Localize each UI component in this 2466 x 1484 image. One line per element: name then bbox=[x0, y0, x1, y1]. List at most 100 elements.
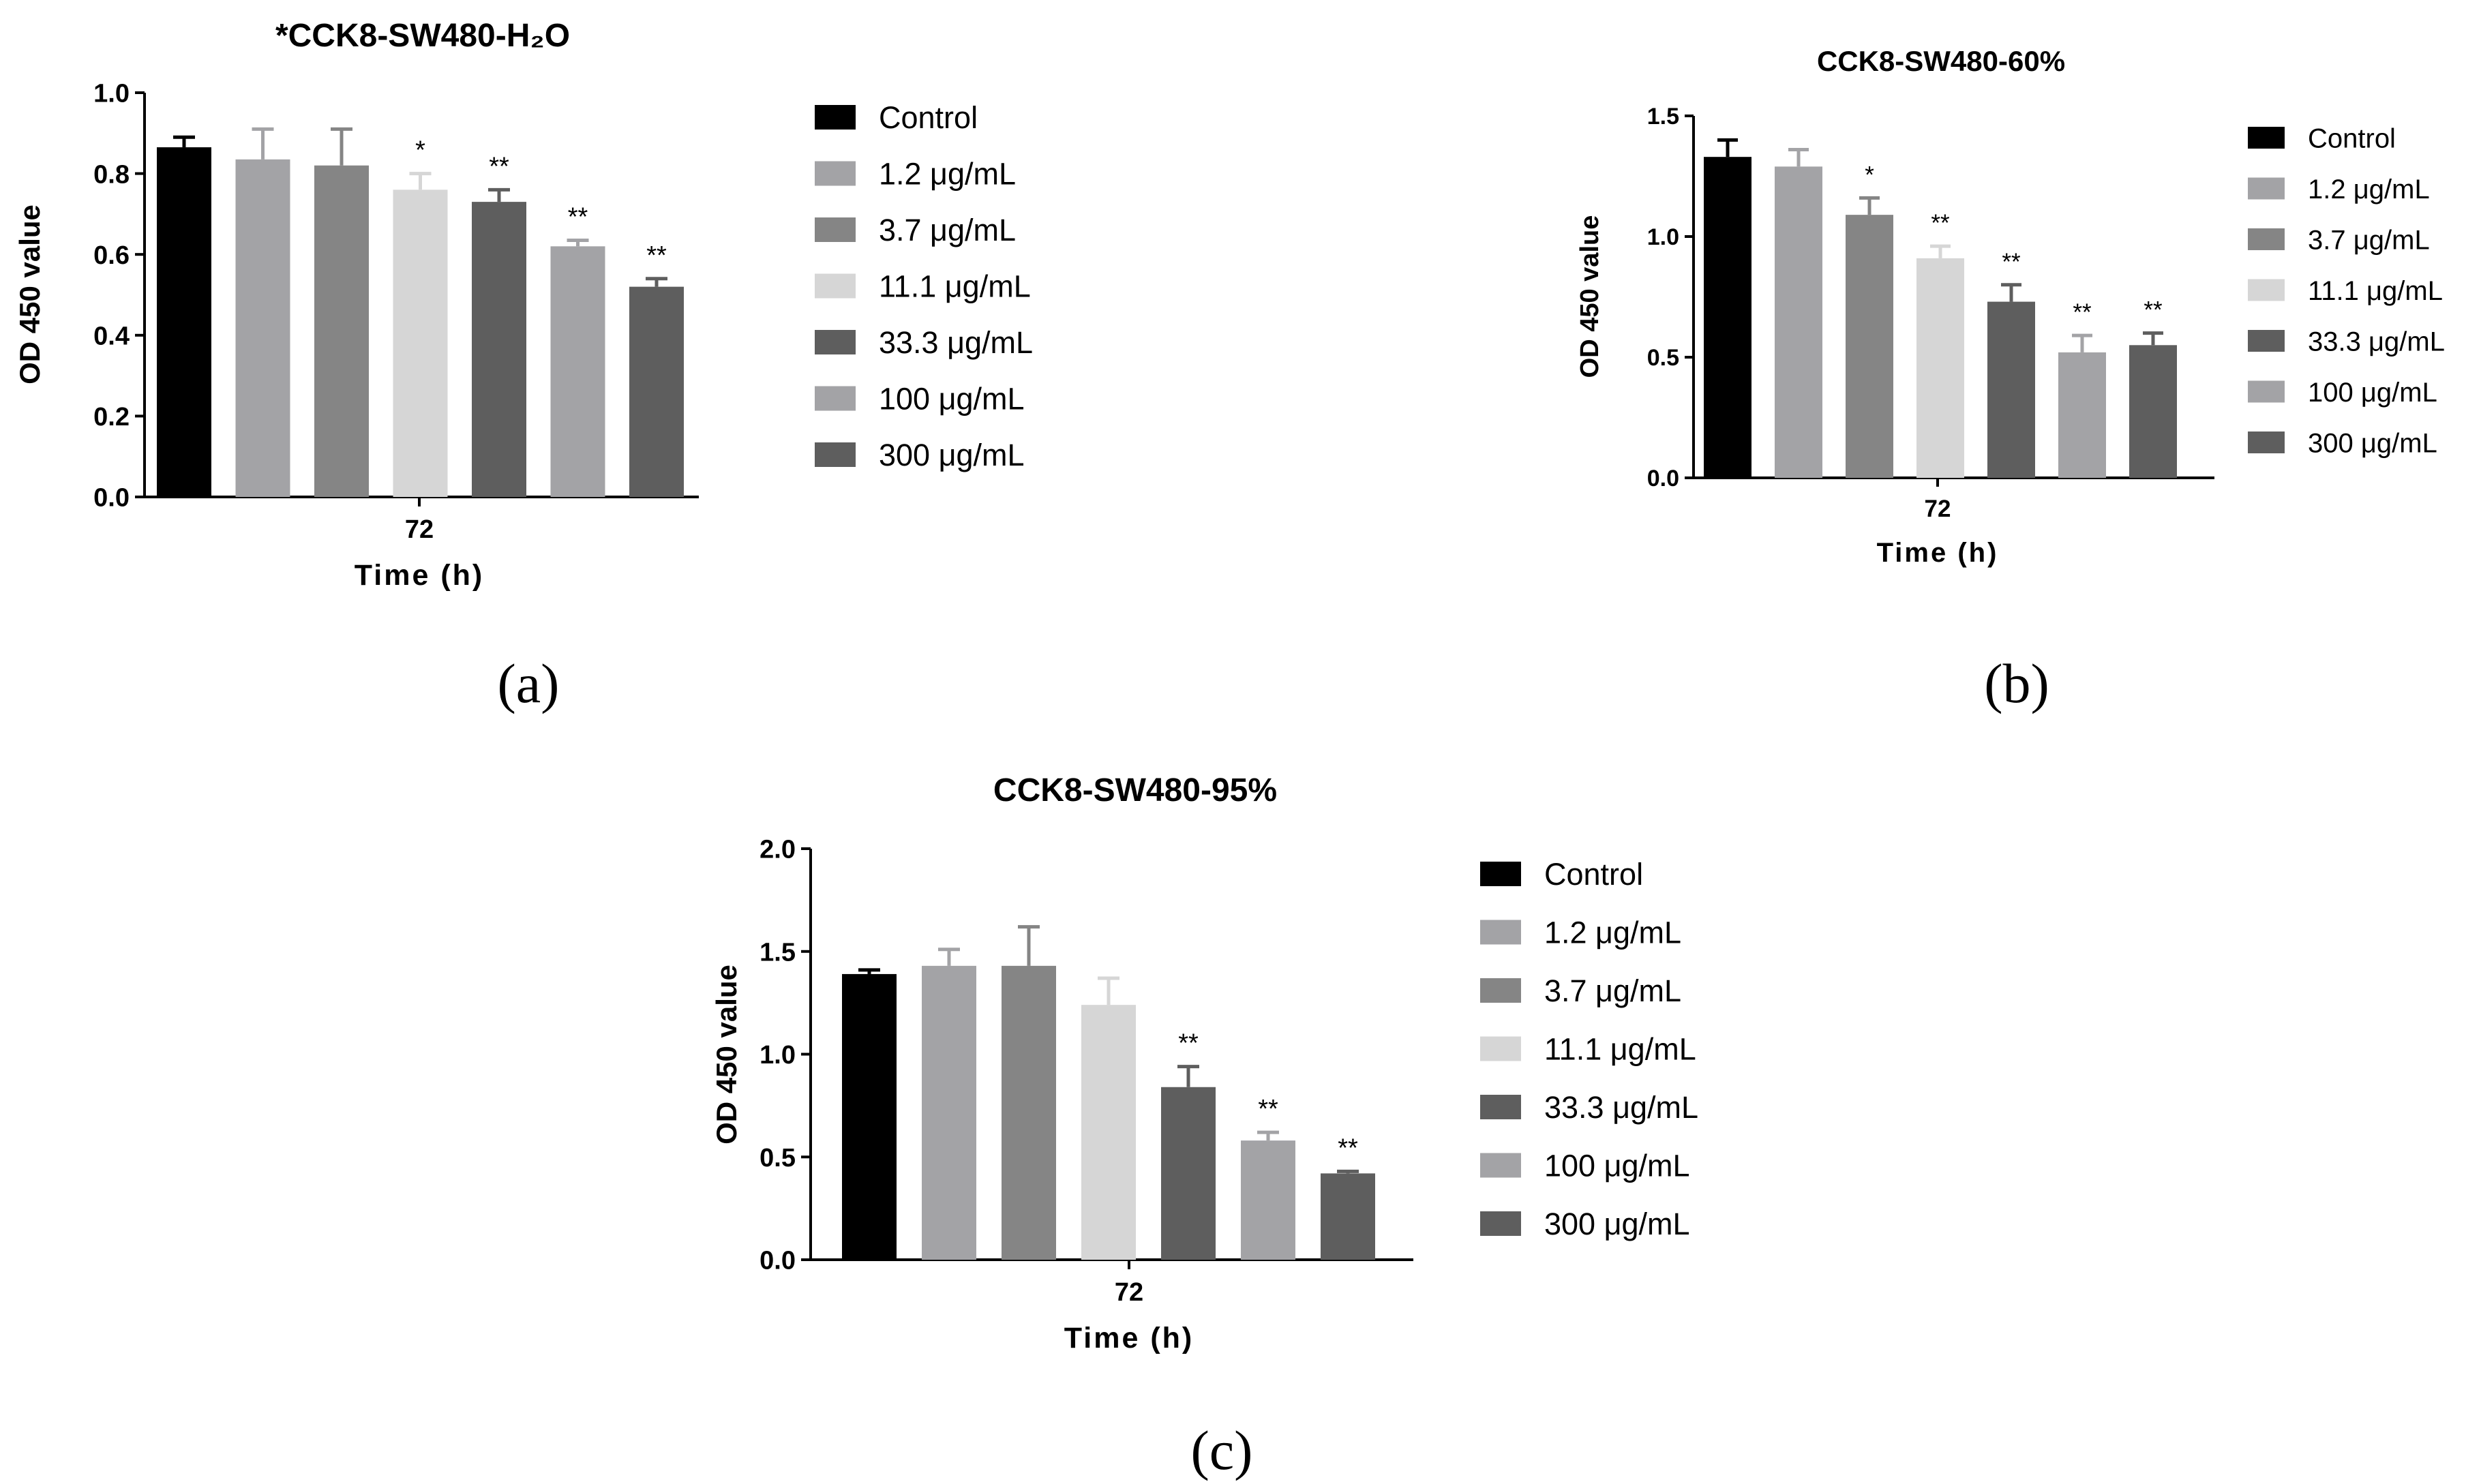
bar bbox=[1775, 166, 1822, 478]
bar bbox=[314, 165, 369, 498]
x-axis-label: Time (h) bbox=[1064, 1322, 1194, 1354]
bar bbox=[472, 202, 526, 497]
y-tick-label: 1.0 bbox=[760, 1041, 796, 1070]
x-tick-label: 72 bbox=[1115, 1278, 1143, 1307]
y-tick-label: 0.5 bbox=[760, 1144, 796, 1172]
y-tick-label: 0.2 bbox=[93, 403, 130, 431]
significance-label: ** bbox=[1258, 1095, 1278, 1123]
significance-label: ** bbox=[1338, 1134, 1358, 1162]
bar bbox=[157, 147, 211, 497]
legend-label: 1.2 μg/mL bbox=[879, 157, 1016, 192]
legend-label: 33.3 μg/mL bbox=[2308, 327, 2445, 357]
x-tick-label: 72 bbox=[405, 515, 434, 544]
legend-swatch bbox=[815, 442, 856, 467]
bar bbox=[235, 159, 290, 497]
y-tick-label: 0.6 bbox=[93, 241, 130, 270]
panel-label: (c) bbox=[1190, 1419, 1252, 1481]
legend-swatch bbox=[815, 273, 856, 299]
y-tick-label: 0.5 bbox=[1647, 345, 1679, 371]
legend-swatch bbox=[815, 330, 856, 354]
legend-label: Control bbox=[1544, 857, 1643, 892]
chart-panel-a: *CCK8-SW480-H₂O 0.0 0.2 0.4 0.6 0.8 1.0 72 Time … bbox=[14, 18, 1033, 714]
significance-label: ** bbox=[1931, 210, 1950, 237]
legend-swatch bbox=[2248, 279, 2285, 301]
x-axis-label: Time (h) bbox=[355, 559, 484, 592]
legend-swatch bbox=[1480, 1211, 1521, 1236]
bar bbox=[1161, 1087, 1216, 1260]
bar bbox=[2129, 345, 2177, 478]
y-tick-label: 1.5 bbox=[760, 938, 796, 967]
chart-title: CCK8-SW480-95% bbox=[993, 772, 1277, 808]
legend-swatch bbox=[1480, 862, 1521, 886]
legend-label: 100 μg/mL bbox=[879, 382, 1025, 417]
bar bbox=[1987, 301, 2035, 478]
legend-swatch bbox=[1480, 1095, 1521, 1119]
y-tick-label: 0.0 bbox=[93, 484, 130, 513]
y-tick-label: 0.0 bbox=[760, 1247, 796, 1275]
y-axis-label: OD 450 value bbox=[14, 205, 46, 384]
legend-swatch bbox=[815, 161, 856, 186]
bar bbox=[1321, 1173, 1375, 1260]
legend-label: 1.2 μg/mL bbox=[2308, 175, 2430, 205]
legend-swatch bbox=[815, 217, 856, 242]
chart-panel-c: CCK8-SW480-95% 0.0 0.5 1.0 1.5 2.0 72 Time (h) O… bbox=[710, 772, 1698, 1481]
bar bbox=[1081, 1005, 1136, 1260]
legend-swatch bbox=[2248, 228, 2285, 250]
significance-label: ** bbox=[2073, 299, 2092, 326]
legend-swatch bbox=[1480, 1153, 1521, 1178]
legend-label: 3.7 μg/mL bbox=[879, 213, 1016, 247]
significance-label: ** bbox=[2002, 249, 2021, 275]
y-axis-label: OD 450 value bbox=[710, 965, 742, 1145]
legend-swatch bbox=[815, 105, 856, 130]
chart-title: *CCK8-SW480-H₂O bbox=[275, 18, 570, 54]
legend-label: Control bbox=[879, 100, 978, 135]
legend-label: 11.1 μg/mL bbox=[879, 269, 1031, 304]
legend-swatch bbox=[2248, 177, 2285, 200]
legend-label: 11.1 μg/mL bbox=[1544, 1032, 1696, 1067]
legend-swatch bbox=[2248, 127, 2285, 149]
significance-label: ** bbox=[489, 152, 509, 181]
significance-label: ** bbox=[646, 241, 667, 270]
panel-label: (a) bbox=[497, 652, 559, 714]
legend-label: 300 μg/mL bbox=[879, 438, 1025, 472]
legend-label: 300 μg/mL bbox=[1544, 1207, 1690, 1241]
bar bbox=[842, 973, 897, 1260]
significance-label: * bbox=[415, 136, 425, 165]
legend-swatch bbox=[1480, 920, 1521, 945]
significance-label: ** bbox=[2144, 297, 2163, 324]
legend-label: 3.7 μg/mL bbox=[1544, 973, 1681, 1008]
legend-swatch bbox=[1480, 1036, 1521, 1061]
legend-label: 100 μg/mL bbox=[2308, 378, 2437, 408]
legend-label: 1.2 μg/mL bbox=[1544, 915, 1681, 950]
panel-label: (b) bbox=[1984, 652, 2049, 714]
legend-swatch bbox=[815, 386, 856, 411]
significance-label: ** bbox=[1178, 1029, 1199, 1058]
bar bbox=[2058, 352, 2106, 478]
legend-label: 33.3 μg/mL bbox=[879, 325, 1033, 360]
y-tick-label: 0.0 bbox=[1647, 466, 1679, 491]
bar bbox=[922, 965, 976, 1260]
legend-label: Control bbox=[2308, 123, 2396, 153]
y-tick-label: 0.4 bbox=[93, 322, 130, 350]
y-tick-label: 1.0 bbox=[1647, 224, 1679, 250]
chart-title: CCK8-SW480-60% bbox=[1817, 45, 2065, 77]
significance-label: * bbox=[1865, 162, 1874, 188]
bar bbox=[1241, 1140, 1295, 1260]
legend-label: 33.3 μg/mL bbox=[1544, 1090, 1698, 1125]
legend-label: 100 μg/mL bbox=[1544, 1149, 1690, 1183]
bar bbox=[1002, 965, 1056, 1260]
legend-swatch bbox=[2248, 380, 2285, 403]
bar bbox=[1916, 258, 1964, 478]
legend-label: 300 μg/mL bbox=[2308, 428, 2437, 458]
chart-panel-b: CCK8-SW480-60% 0.0 0.5 1.0 1.5 72 Time (h) OD 4… bbox=[1576, 45, 2445, 714]
bar bbox=[1846, 215, 1893, 478]
bar bbox=[629, 286, 684, 497]
y-tick-label: 2.0 bbox=[760, 836, 796, 864]
legend-label: 3.7 μg/mL bbox=[2308, 225, 2430, 255]
legend-swatch bbox=[2248, 431, 2285, 453]
legend-swatch bbox=[2248, 330, 2285, 352]
legend-label: 11.1 μg/mL bbox=[2308, 276, 2443, 306]
legend-swatch bbox=[1480, 978, 1521, 1003]
y-tick-label: 1.0 bbox=[93, 80, 130, 108]
